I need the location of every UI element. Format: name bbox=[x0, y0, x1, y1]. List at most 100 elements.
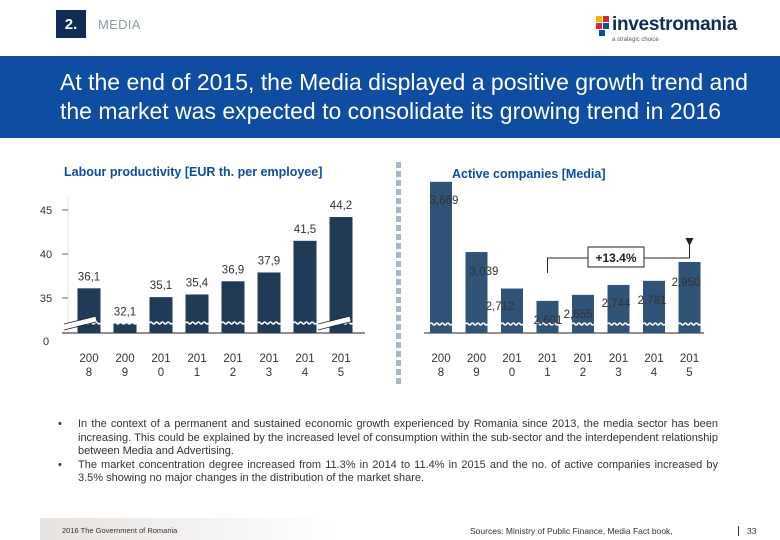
bullet-text: The market concentration degree increase… bbox=[78, 458, 718, 485]
section-label: MEDIA bbox=[98, 17, 141, 32]
bar-break-wave bbox=[184, 321, 210, 325]
x-tick-label: 3 bbox=[615, 367, 621, 379]
chart-divider bbox=[396, 162, 401, 384]
bar-break-wave bbox=[500, 322, 524, 326]
axis-break-line bbox=[317, 321, 351, 331]
data-label: 41,5 bbox=[294, 224, 316, 236]
x-tick-label: 200 bbox=[431, 353, 450, 365]
bar-break-wave bbox=[677, 322, 702, 326]
footer-copyright: 2016 The Government of Romania bbox=[62, 526, 178, 535]
data-label: 35,4 bbox=[186, 277, 209, 289]
bullet-dot: • bbox=[58, 458, 62, 471]
footer-sources: Sources: Ministry of Public Finance, Med… bbox=[470, 526, 673, 536]
active-companies-chart: 200 8 200 9 201 0 201 1 201 2 201 3 201 4 201 5 3,669 3,0… bbox=[424, 181, 704, 379]
page-number: 33 bbox=[738, 526, 756, 536]
bar-break-wave bbox=[464, 322, 489, 326]
data-label: 37,9 bbox=[258, 255, 280, 267]
logo-text: investromania bbox=[612, 14, 737, 35]
bullet-dot: • bbox=[58, 418, 62, 430]
growth-annotation: +13.4% bbox=[595, 251, 636, 265]
bar-break-wave bbox=[429, 322, 453, 326]
axis-break-line bbox=[317, 315, 351, 325]
bar-break-wave bbox=[642, 322, 666, 326]
data-label: 3,669 bbox=[430, 195, 459, 207]
x-tick-label: 201 bbox=[259, 353, 278, 365]
section-number: 2. bbox=[56, 10, 86, 38]
bar bbox=[185, 294, 209, 333]
x-tick-label: 1 bbox=[544, 367, 550, 379]
x-tick-label: 2 bbox=[230, 367, 236, 379]
bar bbox=[257, 272, 281, 333]
x-tick-label: 4 bbox=[302, 367, 309, 379]
data-label: 2,712 bbox=[486, 301, 515, 313]
x-tick-label: 200 bbox=[79, 353, 98, 365]
y-tick-label: 45 bbox=[40, 205, 52, 217]
bar bbox=[221, 281, 245, 333]
bar bbox=[501, 288, 523, 333]
bar bbox=[678, 261, 701, 333]
footer-bar bbox=[40, 518, 340, 540]
x-tick-label: 5 bbox=[686, 367, 692, 379]
title-band: At the end of 2015, the Media displayed … bbox=[0, 56, 780, 138]
bullet-text: In the context of a permanent and sustai… bbox=[78, 418, 718, 458]
x-tick-label: 0 bbox=[158, 367, 164, 379]
axis-break-line bbox=[63, 315, 97, 325]
bar-break-wave bbox=[112, 321, 138, 325]
bar bbox=[643, 280, 665, 333]
x-tick-label: 200 bbox=[467, 353, 486, 365]
y-tick-label: 35 bbox=[40, 293, 52, 305]
bar-break-wave bbox=[606, 322, 631, 326]
bar-break-wave bbox=[256, 321, 282, 325]
data-label: 44,2 bbox=[330, 200, 352, 212]
x-tick-label: 201 bbox=[502, 353, 521, 365]
bar-break-wave bbox=[571, 322, 595, 326]
data-label: 35,1 bbox=[150, 280, 172, 292]
x-tick-label: 3 bbox=[266, 367, 272, 379]
bar bbox=[465, 252, 488, 333]
x-tick-label: 8 bbox=[438, 367, 444, 379]
x-tick-label: 201 bbox=[609, 353, 628, 365]
data-label: 2,655 bbox=[564, 309, 593, 321]
x-tick-label: 1 bbox=[194, 367, 200, 379]
x-tick-label: 201 bbox=[680, 353, 699, 365]
x-tick-label: 9 bbox=[473, 367, 479, 379]
chart2-title: Active companies [Media] bbox=[452, 167, 606, 181]
x-tick-label: 201 bbox=[151, 353, 170, 365]
logo-tagline: a strategic choice bbox=[612, 37, 659, 43]
labour-productivity-chart: 454035036,1200832,1200935,1201035,420113… bbox=[40, 198, 365, 379]
x-tick-label: 8 bbox=[86, 367, 92, 379]
x-tick-label: 5 bbox=[338, 367, 344, 379]
x-tick-label: 9 bbox=[122, 367, 128, 379]
x-tick-label: 4 bbox=[651, 367, 658, 379]
x-tick-label: 0 bbox=[509, 367, 515, 379]
page-title: At the end of 2015, the Media displayed … bbox=[60, 69, 748, 124]
bar bbox=[113, 323, 137, 333]
bar bbox=[607, 284, 630, 333]
bar-break-wave bbox=[220, 321, 246, 325]
data-label: 3,039 bbox=[470, 266, 499, 278]
bar-break-wave bbox=[292, 321, 318, 325]
bar bbox=[430, 181, 452, 333]
axis-break-gap bbox=[317, 316, 351, 330]
bar-break-wave bbox=[148, 321, 174, 325]
axis-break-gap bbox=[63, 316, 97, 330]
data-label: 32,1 bbox=[114, 307, 136, 319]
bullet-item: • In the context of a permanent and sust… bbox=[58, 418, 718, 459]
bar bbox=[77, 288, 101, 333]
x-tick-label: 201 bbox=[573, 353, 592, 365]
axis-break-line bbox=[63, 321, 97, 331]
y-tick-label: 40 bbox=[40, 249, 52, 261]
x-tick-label: 201 bbox=[223, 353, 242, 365]
x-tick-label: 2 bbox=[580, 367, 586, 379]
data-label: 2,781 bbox=[638, 295, 667, 307]
x-tick-label: 201 bbox=[644, 353, 663, 365]
growth-arrow-head bbox=[685, 237, 694, 246]
data-label: 36,1 bbox=[78, 271, 100, 283]
x-tick-label: 201 bbox=[538, 353, 557, 365]
bullet-list: • In the context of a permanent and sust… bbox=[58, 418, 718, 486]
data-label: 36,9 bbox=[222, 264, 244, 276]
logo: investromania a strategic choice bbox=[596, 14, 737, 48]
data-label: 2,950 bbox=[672, 277, 701, 289]
x-tick-label: 201 bbox=[295, 353, 314, 365]
bar bbox=[293, 240, 317, 333]
